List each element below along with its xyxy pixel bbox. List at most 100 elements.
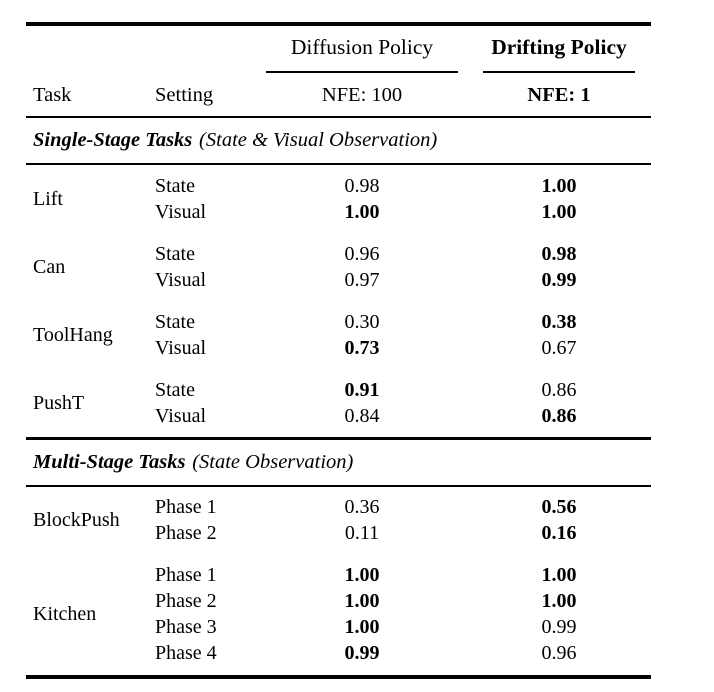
drifting-value-cell: 1.00 [541,174,577,197]
column-group-diffusion-policy: Diffusion Policy [257,35,467,60]
section-divider-rule [26,437,651,440]
results-table: Diffusion Policy Drifting Policy Task Se… [26,22,651,679]
drifting-value-cell: 1.00 [541,590,577,613]
drifting-value-cell: 0.99 [541,616,577,639]
task-group-rows: State 0.30 0.38 Visual 0.73 0.67 [155,309,651,361]
table-row: Phase 2 1.00 1.00 [155,589,651,615]
policy-header-row: Diffusion Policy Drifting Policy [26,26,651,68]
column-group-drifting-policy: Drifting Policy [467,35,651,60]
table-bottom-rule [26,674,651,679]
task-group: Can State 0.96 0.98 Visual 0.97 0.99 [26,233,651,301]
setting-cell: Visual [155,200,207,223]
column-header-nfe-1: NFE: 1 [527,83,591,106]
task-label: PushT [33,391,85,414]
setting-cell: Phase 1 [155,496,217,519]
table-row: State 0.98 1.00 [155,173,651,199]
drifting-cmidrule-cell [467,60,651,83]
drifting-value-cell: 0.86 [541,404,577,427]
column-header-row: Task Setting NFE: 100 NFE: 1 [26,74,651,116]
table-section: Single-Stage Tasks (State & Visual Obser… [26,118,651,437]
table-row: Phase 1 1.00 1.00 [155,563,651,589]
setting-cell: Phase 2 [155,522,217,545]
section-groups: Lift State 0.98 1.00 Visual 1.00 1.00 Can Sta… [26,165,651,437]
section-title: Single-Stage Tasks [33,129,193,152]
section-subtitle: (State Observation) [192,450,354,473]
section-header: Multi-Stage Tasks (State Observation) [26,440,651,485]
diffusion-value-cell: 0.11 [344,522,380,545]
diffusion-value-cell: 0.36 [344,496,380,519]
task-group: PushT State 0.91 0.86 Visual 0.84 0.86 [26,369,651,437]
table-row: Visual 0.73 0.67 [155,335,651,361]
task-group: BlockPush Phase 1 0.36 0.56 Phase 2 0.11 0.16 [26,487,651,555]
setting-cell: Phase 2 [155,590,217,613]
task-group: Lift State 0.98 1.00 Visual 1.00 1.00 [26,165,651,233]
section-subtitle: (State & Visual Observation) [199,129,438,152]
diffusion-value-cell: 1.00 [344,200,380,223]
drifting-cmidrule [483,71,635,73]
diffusion-value-cell: 0.97 [344,268,380,291]
diffusion-cmidrule [266,71,458,73]
drifting-policy-label: Drifting Policy [491,34,627,59]
task-group: Kitchen Phase 1 1.00 1.00 Phase 2 1.00 1.00 Ph… [26,555,651,675]
section-header: Single-Stage Tasks (State & Visual Obser… [26,118,651,163]
section-title: Multi-Stage Tasks [33,450,186,473]
setting-cell: Visual [155,268,207,291]
header-bottom-rule [26,116,651,119]
table-row: Visual 0.97 0.99 [155,267,651,293]
diffusion-value-cell: 1.00 [344,616,380,639]
task-group-rows: Phase 1 1.00 1.00 Phase 2 1.00 1.00 Phase 3 1.0… [155,563,651,667]
task-label: Kitchen [33,603,97,626]
drifting-value-cell: 0.56 [541,496,577,519]
diffusion-value-cell: 0.99 [344,642,380,665]
section-header-rule [26,163,651,166]
diffusion-value-cell: 1.00 [344,590,380,613]
setting-cell: State [155,310,195,333]
drifting-value-cell: 1.00 [541,200,577,223]
table-row: Phase 2 0.11 0.16 [155,521,651,547]
setting-cell: State [155,242,195,265]
task-group-rows: State 0.91 0.86 Visual 0.84 0.86 [155,377,651,429]
drifting-value-cell: 0.96 [541,642,577,665]
table-top-rule [26,22,651,26]
drifting-value-cell: 1.00 [541,564,577,587]
task-label: Can [33,255,66,278]
diffusion-value-cell: 0.30 [344,310,380,333]
diffusion-value-cell: 0.91 [344,378,380,401]
diffusion-value-cell: 0.98 [344,174,380,197]
table-row: Visual 0.84 0.86 [155,403,651,429]
table-row: Phase 4 0.99 0.96 [155,641,651,667]
drifting-value-cell: 0.98 [541,242,577,265]
table-row: State 0.91 0.86 [155,377,651,403]
drifting-value-cell: 0.86 [541,378,577,401]
table-section: Multi-Stage Tasks (State Observation) Bl… [26,440,651,675]
diffusion-value-cell: 1.00 [344,564,380,587]
task-group-rows: State 0.98 1.00 Visual 1.00 1.00 [155,173,651,225]
drifting-value-cell: 0.16 [541,522,577,545]
table-row: Visual 1.00 1.00 [155,199,651,225]
setting-cell: State [155,378,195,401]
task-group-rows: State 0.96 0.98 Visual 0.97 0.99 [155,241,651,293]
table-row: Phase 1 0.36 0.56 [155,495,651,521]
table-row: State 0.30 0.38 [155,309,651,335]
setting-cell: State [155,174,195,197]
task-group: ToolHang State 0.30 0.38 Visual 0.73 0.67 [26,301,651,369]
setting-cell: Phase 1 [155,564,217,587]
drifting-value-cell: 0.38 [541,310,577,333]
diffusion-policy-label: Diffusion Policy [290,34,434,59]
column-header-setting: Setting [155,83,214,106]
section-header-rule [26,484,651,487]
setting-cell: Phase 3 [155,616,217,639]
task-label: BlockPush [33,509,120,532]
diffusion-value-cell: 0.73 [344,336,380,359]
cmidrule-row [26,68,651,74]
task-group-rows: Phase 1 0.36 0.56 Phase 2 0.11 0.16 [155,495,651,547]
drifting-value-cell: 0.67 [541,336,577,359]
setting-cell: Visual [155,336,207,359]
table-row: Phase 3 1.00 0.99 [155,615,651,641]
column-header-task: Task [33,83,72,106]
drifting-value-cell: 0.99 [541,268,577,291]
section-groups: BlockPush Phase 1 0.36 0.56 Phase 2 0.11 0.16… [26,487,651,675]
diffusion-value-cell: 0.96 [344,242,380,265]
task-label: ToolHang [33,323,113,346]
